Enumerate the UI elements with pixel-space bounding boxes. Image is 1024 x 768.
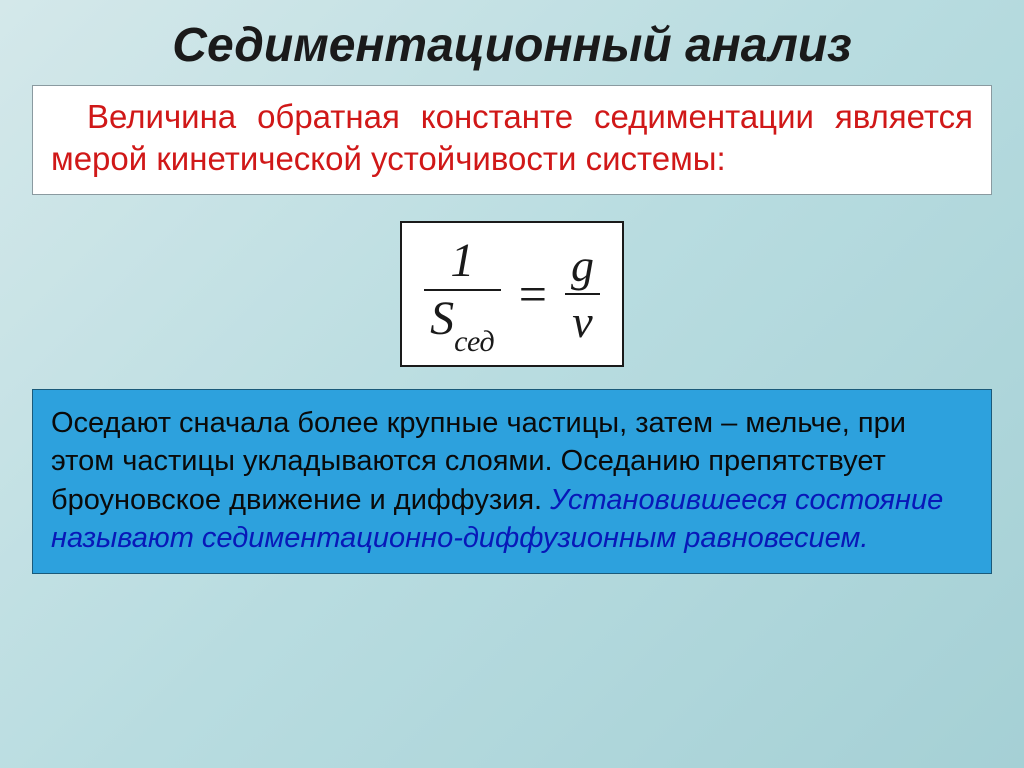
- formula-left-fraction: 1 Sсед: [424, 237, 501, 351]
- definition-text: Величина обратная константе седиментации…: [51, 96, 973, 180]
- formula-left-denominator: Sсед: [424, 291, 501, 351]
- definition-box: Величина обратная константе седиментации…: [32, 85, 992, 195]
- page-title: Седиментационный анализ: [28, 18, 996, 73]
- slide-container: Седиментационный анализ Величина обратна…: [0, 0, 1024, 768]
- equals-sign: =: [517, 265, 549, 323]
- formula-right-numerator: g: [565, 243, 600, 293]
- formula-box: 1 Sсед = g v: [400, 221, 624, 367]
- formula-left-numerator: 1: [444, 237, 480, 289]
- formula-right-fraction: g v: [565, 243, 600, 345]
- explanation-text: Оседают сначала более крупные частицы, з…: [51, 404, 973, 557]
- definition-text-content: Величина обратная константе седиментации…: [51, 98, 973, 177]
- formula-container: 1 Sсед = g v: [28, 221, 996, 367]
- formula-right-denominator: v: [566, 295, 598, 345]
- formula-den-main: S: [430, 292, 454, 345]
- explanation-box: Оседают сначала более крупные частицы, з…: [32, 389, 992, 574]
- formula-den-subscript: сед: [454, 325, 495, 358]
